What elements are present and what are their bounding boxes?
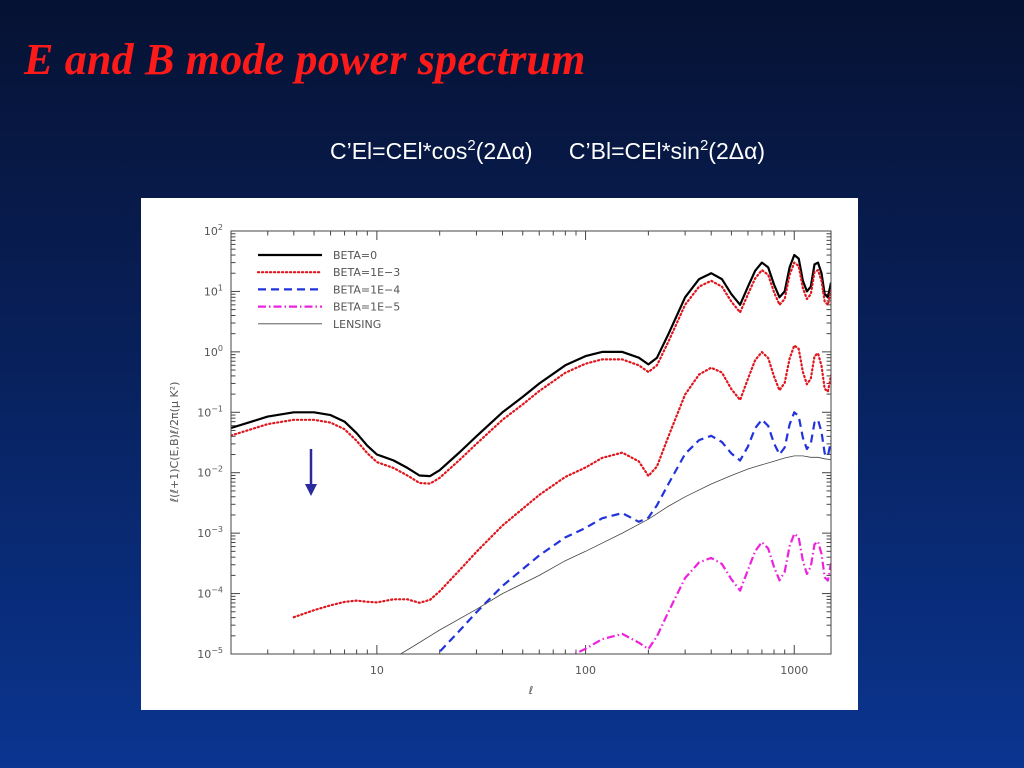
formula-e-mode: C’El=CEl*cos2(2Δα): [330, 138, 533, 165]
formula-b-mode: C’Bl=CEl*sin2(2Δα): [569, 138, 765, 165]
formula-b-arg: (2Δα): [708, 138, 766, 164]
down-arrow-icon: [305, 449, 317, 496]
y-axis-label: ℓ(ℓ+1)C(E,B)ℓ/2π(μ K²): [168, 382, 181, 504]
legend-label: BETA=1E−3: [333, 266, 400, 279]
series-line-2: [292, 344, 831, 619]
y-tick-label: 100: [204, 344, 223, 359]
x-tick-label: 100: [575, 664, 596, 677]
formula-b-power: 2: [699, 137, 709, 154]
x-tick-labels: 10 100 1000: [370, 664, 808, 677]
series-line-3: [435, 411, 831, 654]
legend: BETA=0 BETA=1E−3 BETA=1E−4 BETA=1E−5 LENSING: [256, 249, 400, 331]
formula-e-lhs: C’El=CEl*cos: [330, 138, 468, 164]
legend-label: BETA=1E−4: [333, 283, 400, 296]
series-line-1: [231, 261, 831, 485]
legend-label: BETA=0: [333, 249, 377, 262]
x-axis-label: ℓ: [528, 684, 534, 697]
power-spectrum-chart: 10 100 1000 10210110010−110−210−310−410−5 …: [168, 223, 832, 697]
y-tick-label: 101: [204, 283, 223, 298]
y-tick-labels: 102 101 100 10−1 10−2 10−3 10−4 10−5: [197, 223, 223, 661]
slide-title: E and B mode power spectrum: [24, 35, 586, 84]
figure-panel: 10 100 1000 102 101 100 10−1 10−2 10−3 10−4 10−5 …: [141, 198, 858, 710]
formula-b-lhs: C’Bl=CEl*sin: [568, 138, 700, 164]
x-tick-label: 10: [370, 664, 384, 677]
series-line-4: [571, 532, 831, 654]
legend-label: LENSING: [333, 318, 381, 331]
series-layer: [231, 253, 831, 654]
y-tick-label: 10−2: [197, 465, 223, 480]
plot-frame: [230, 230, 832, 655]
y-tick-label: 10−3: [197, 525, 223, 540]
y-tick-label: 10−5: [197, 646, 223, 661]
y-tick-label: 10−4: [197, 586, 223, 601]
x-tick-label: 1000: [780, 664, 808, 677]
formula-row: C’El=CEl*cos2(2Δα) C’Bl=CEl*sin2(2Δα): [330, 138, 765, 165]
y-tick-label: 10−1: [197, 404, 223, 419]
formula-e-arg: (2Δα): [475, 138, 533, 164]
formula-e-power: 2: [467, 137, 476, 154]
legend-label: BETA=1E−5: [333, 301, 400, 314]
series-line-5: [400, 455, 831, 654]
series-line-0: [231, 253, 831, 478]
y-tick-label: 102: [204, 223, 223, 238]
